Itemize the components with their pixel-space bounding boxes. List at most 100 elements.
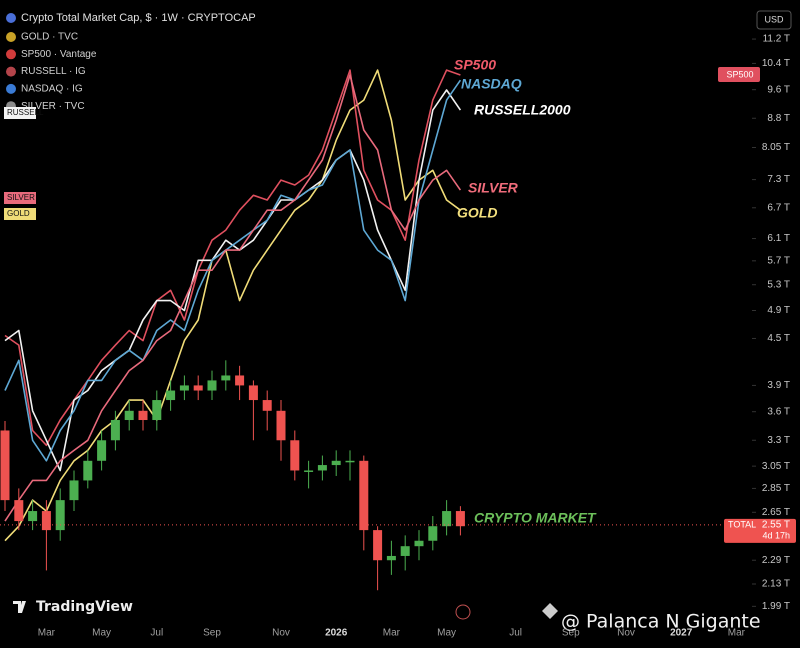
- left-badge-text: SILVER: [7, 193, 35, 202]
- candle-body: [14, 500, 24, 522]
- candle-body: [28, 511, 38, 522]
- candle-body: [69, 480, 79, 501]
- y-tick-label: 3.6 T: [767, 406, 790, 417]
- x-tick-label: May: [92, 628, 111, 639]
- last-value: 2.55 T: [762, 520, 790, 531]
- y-tick-label: 2.13 T: [762, 579, 790, 590]
- y-tick-label: 11.2 T: [763, 34, 790, 45]
- annotation: GOLD: [457, 205, 497, 221]
- countdown: 4d 17h: [762, 530, 790, 540]
- legend-icon: [6, 49, 16, 60]
- candle-body: [442, 511, 452, 527]
- candle-body: [55, 500, 65, 531]
- x-tick-label: 2026: [325, 628, 348, 639]
- brand: TradingView: [36, 599, 133, 615]
- y-tick-label: 8.8 T: [767, 113, 790, 124]
- y-tick-label: 6.7 T: [767, 202, 790, 213]
- left-badge-text: RUSSELL: [7, 108, 44, 117]
- y-tick-label: 2.29 T: [762, 555, 790, 566]
- y-tick-label: 3.3 T: [767, 435, 790, 446]
- x-tick-label: Sep: [562, 628, 580, 639]
- y-tick-label: 3.9 T: [767, 380, 790, 391]
- candle-body: [428, 526, 438, 541]
- right-badge-text: SP500: [726, 69, 753, 79]
- currency-label[interactable]: USD: [764, 14, 784, 24]
- currency-button[interactable]: [756, 10, 792, 30]
- y-tick-label: 8.05 T: [762, 142, 790, 153]
- candle-body: [262, 400, 272, 411]
- y-tick-label: 10.4 T: [762, 58, 790, 69]
- legend-icon: [6, 83, 16, 94]
- candle-body: [124, 410, 134, 421]
- y-tick-label: 2.85 T: [762, 483, 790, 494]
- candle-body: [276, 410, 286, 441]
- candle-body: [400, 546, 410, 556]
- candle-body: [414, 540, 424, 547]
- replay-icon[interactable]: [455, 604, 471, 620]
- left-badge-text: GOLD: [7, 209, 30, 218]
- plot-area: [0, 69, 465, 591]
- x-tick-label: Mar: [383, 628, 401, 639]
- left-badge: [4, 192, 36, 204]
- candle-body: [138, 410, 148, 421]
- annotation: NASDAQ: [461, 76, 522, 92]
- candle-body: [304, 470, 314, 472]
- annotation: SP500: [454, 57, 496, 73]
- y-tick-label: 1.99 T: [762, 601, 790, 612]
- candle-body: [83, 460, 93, 481]
- last-label: TOTAL: [728, 519, 756, 529]
- right-badge: [718, 67, 760, 82]
- candle-body: [166, 390, 176, 401]
- candle-body: [386, 555, 396, 561]
- candle-body: [41, 511, 51, 531]
- x-tick-label: Mar: [728, 628, 746, 639]
- watermark-logo: [542, 603, 558, 619]
- watermark: @ Palanca N Gigante: [561, 611, 761, 633]
- candle-body: [97, 440, 107, 461]
- candle-body: [152, 400, 162, 421]
- last-badge: [724, 518, 796, 543]
- x-tick-label: Nov: [617, 628, 635, 639]
- y-tick-label: 3.05 T: [762, 461, 790, 472]
- candle-body: [455, 511, 465, 527]
- y-tick-label: 7.3 T: [767, 174, 790, 185]
- legend-icon: [6, 66, 16, 77]
- legend-entry: SP500 · Vantage: [21, 49, 97, 60]
- candle-body: [345, 460, 355, 463]
- candle-body: [373, 530, 383, 561]
- legend-icon: [6, 32, 16, 42]
- series-line: [4, 79, 462, 462]
- y-tick-label: 5.3 T: [767, 279, 790, 290]
- x-tick-label: Nov: [272, 628, 290, 639]
- series-line: [4, 74, 462, 522]
- y-tick-label: 5.7 T: [767, 255, 790, 266]
- legend-entry: GOLD · TVC: [21, 32, 78, 43]
- series-line: [4, 69, 461, 447]
- left-badge: [4, 208, 36, 220]
- symbol-icon: [6, 13, 16, 23]
- candle-body: [0, 430, 10, 501]
- candle-body: [221, 375, 231, 381]
- x-tick-label: Jul: [509, 628, 522, 639]
- series-line: [4, 69, 461, 542]
- x-tick-label: Jul: [150, 628, 163, 639]
- candle-body: [235, 375, 245, 386]
- candle-body: [207, 380, 217, 391]
- annotation: SILVER: [468, 180, 519, 196]
- x-tick-label: Mar: [38, 628, 56, 639]
- candle-body: [317, 465, 327, 471]
- candle-body: [110, 420, 120, 441]
- annotation: CRYPTO MARKET: [474, 510, 597, 526]
- x-tick-label: May: [437, 628, 456, 639]
- candle-body: [193, 385, 203, 391]
- legend-entry: SILVER · TVC: [21, 101, 85, 112]
- y-tick-label: 2.65 T: [762, 507, 790, 518]
- annotation: RUSSELL2000: [474, 102, 571, 118]
- x-tick-label: Sep: [203, 628, 221, 639]
- candle-body: [179, 385, 189, 391]
- brand-logo: [13, 601, 26, 613]
- legend-entry: NASDAQ · IG: [21, 84, 83, 95]
- y-tick-label: 9.6 T: [767, 84, 790, 95]
- left-badge: [4, 107, 36, 119]
